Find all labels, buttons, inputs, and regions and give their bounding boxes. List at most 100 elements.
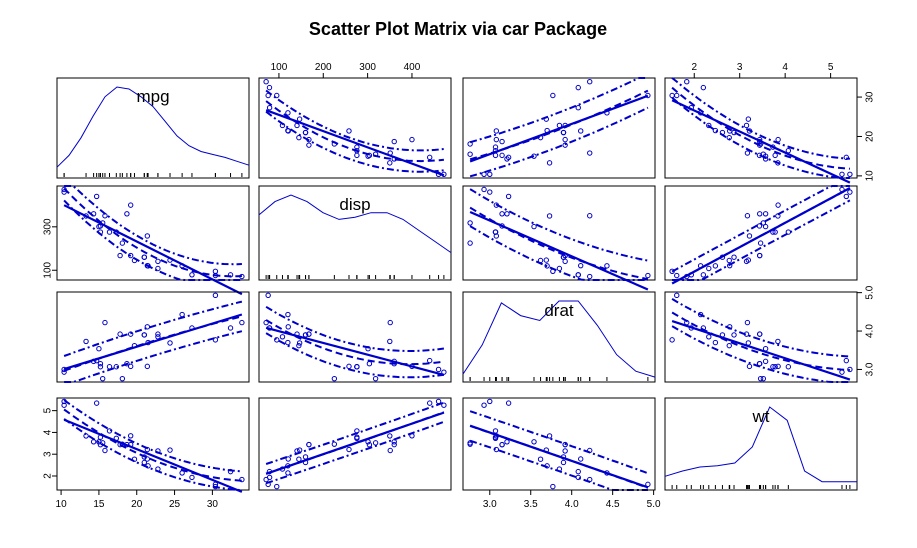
data-point [493,136,500,143]
data-point [113,229,120,235]
data-point [731,332,737,338]
data-point [775,202,781,208]
data-point [285,339,291,346]
data-point [131,342,138,349]
data-point [757,331,763,337]
panel-drat-vs-wt [664,291,858,383]
data-point [285,128,291,134]
data-point [492,428,499,434]
tick-label-mpg: 25 [169,499,181,510]
tick-label-drat: 4.0 [565,499,579,510]
panel-wt-vs-mpg [56,397,250,493]
data-point [499,211,505,217]
data-point [387,433,393,439]
data-point [746,363,753,370]
data-point [155,331,161,337]
data-point [645,272,651,279]
spread-lower-line [469,439,648,491]
data-point [354,152,360,159]
data-point [560,459,567,466]
data-point [274,337,280,343]
data-point [96,223,102,230]
data-point [467,141,473,147]
data-point [843,357,849,364]
data-point [499,442,505,448]
data-point [712,263,719,269]
data-point [274,92,280,99]
data-point [106,364,113,370]
smoother-line [265,411,445,475]
density-curve-mpg [56,86,250,168]
data-point [587,213,593,219]
data-point [354,428,360,434]
data-point [61,398,67,405]
data-point [294,331,300,337]
data-point [587,150,593,156]
data-point [102,213,108,219]
data-point [719,254,726,260]
data-point [743,258,750,265]
data-point [467,240,473,246]
data-point [61,366,67,373]
data-point [96,346,102,352]
data-point [757,136,763,143]
panel-disp-vs-wt [664,185,858,285]
data-point [61,369,67,375]
panel-frame [56,291,250,383]
data-point [504,439,510,445]
data-point [757,142,763,148]
smoother-line [63,408,242,482]
data-point [772,364,778,370]
data-point [785,147,792,154]
data-point [578,128,584,134]
spread-upper-line [63,399,242,473]
data-point [562,136,568,143]
data-point [93,193,100,200]
data-point [331,375,338,382]
spread-upper-line [265,305,445,352]
data-point [296,447,303,453]
data-point [155,448,161,454]
data-point [727,128,733,134]
data-point [144,456,151,462]
data-point [302,459,309,466]
data-point [775,338,781,345]
data-point [556,122,563,129]
data-point [674,272,680,279]
data-point [562,441,568,448]
data-point [391,156,397,162]
data-point [684,273,690,280]
spread-lower-line [64,330,243,383]
data-point [97,360,104,367]
data-point [604,470,610,476]
data-point [756,223,763,229]
data-point [296,116,303,122]
data-point [119,441,126,447]
data-point [117,441,123,448]
data-point [731,254,737,260]
data-point [227,272,234,278]
data-point [212,268,219,275]
data-point [688,105,694,111]
data-point [302,129,309,136]
data-point [578,262,584,269]
panel-frame [664,77,858,179]
data-point [212,481,219,488]
data-point [762,358,769,365]
panel-mpg-vs-wt [664,77,858,184]
data-point [726,134,732,141]
data-point [127,433,134,439]
data-point [492,229,499,235]
data-point [306,331,312,337]
regression-line [63,418,243,493]
spread-upper-line [671,77,850,160]
data-point [113,435,120,442]
data-point [727,262,733,269]
tick-label-disp: 100 [271,62,288,73]
data-point [487,398,493,405]
data-point [587,273,593,280]
data-point [492,144,499,150]
data-point [285,110,291,116]
panel-drat-vs-drat: drat [462,291,656,383]
data-point [712,127,719,134]
